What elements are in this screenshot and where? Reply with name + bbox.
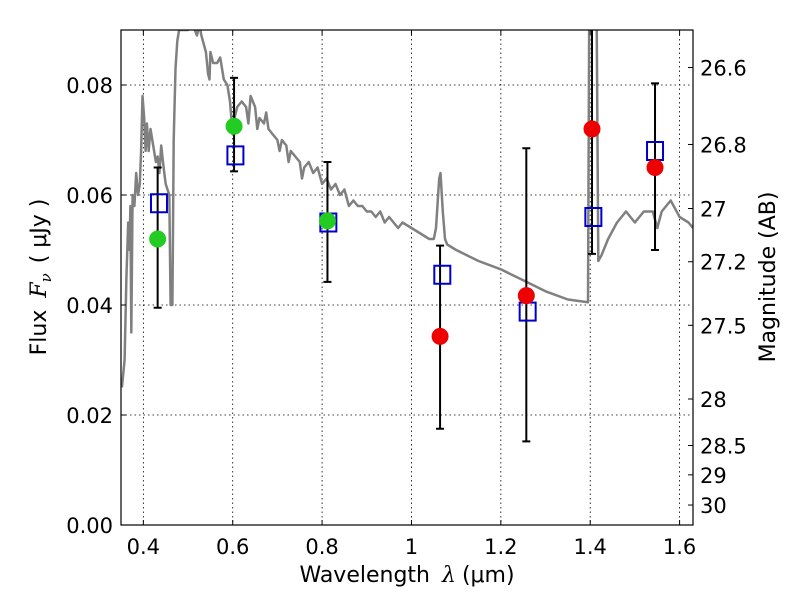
photometry-point [583, 120, 601, 138]
y-tick-label: 0.04 [66, 294, 113, 318]
photometry-point [646, 159, 664, 176]
y-axis-label: FluxFν( μJy ) [27, 199, 55, 356]
y-tick-label: 0.06 [66, 184, 113, 208]
sed-model-line [121, 30, 693, 388]
mag-tick-label: 27.5 [700, 314, 747, 338]
mag-tick-label: 28.5 [700, 434, 747, 458]
model-photometry-square [149, 193, 168, 214]
marker-layer [149, 117, 665, 345]
mag-tick-label: 30 [700, 494, 727, 518]
x-tick-label: 1 [405, 535, 418, 559]
x-axis-label: Wavelength λ (μm) [299, 563, 514, 588]
mag-tick-label: 27.2 [700, 251, 747, 275]
mag-tick-label: 27 [700, 197, 727, 221]
mag-tick-label: 26.6 [700, 57, 747, 81]
tick-layer: 0.4 0.6 0.8 1 1.2 1.4 1.6 0.00 0.02 0.04 0.06 0.08 2… [66, 30, 747, 559]
model-photometry-square [584, 207, 603, 227]
photometry-point [517, 287, 535, 305]
plot-area [121, 30, 693, 525]
x-tick-label: 1.6 [663, 535, 696, 559]
grid [121, 30, 693, 525]
y2-axis-label: Magnitude (AB) [756, 192, 781, 363]
x-tick-label: 1.4 [574, 535, 607, 559]
y-tick-label: 0.02 [66, 404, 113, 428]
model-photometry-square [433, 264, 452, 285]
y-tick-label: 0.00 [66, 514, 113, 538]
mag-tick-label: 26.8 [700, 133, 747, 157]
model-photometry-square [226, 145, 245, 166]
x-tick-label: 0.4 [127, 535, 160, 559]
x-tick-label: 0.6 [216, 535, 249, 559]
photometry-point [318, 212, 336, 230]
x-tick-label: 0.8 [305, 535, 338, 559]
photometry-point [225, 117, 243, 135]
sed-line-layer [121, 30, 693, 388]
photometry-point [431, 327, 449, 345]
photometry-point [149, 230, 167, 248]
x-tick-label: 1.2 [484, 535, 517, 559]
mag-tick-label: 29 [700, 464, 727, 488]
mag-tick-label: 28 [700, 388, 727, 412]
plot-frame [120, 29, 694, 526]
y-tick-label: 0.08 [66, 74, 113, 98]
